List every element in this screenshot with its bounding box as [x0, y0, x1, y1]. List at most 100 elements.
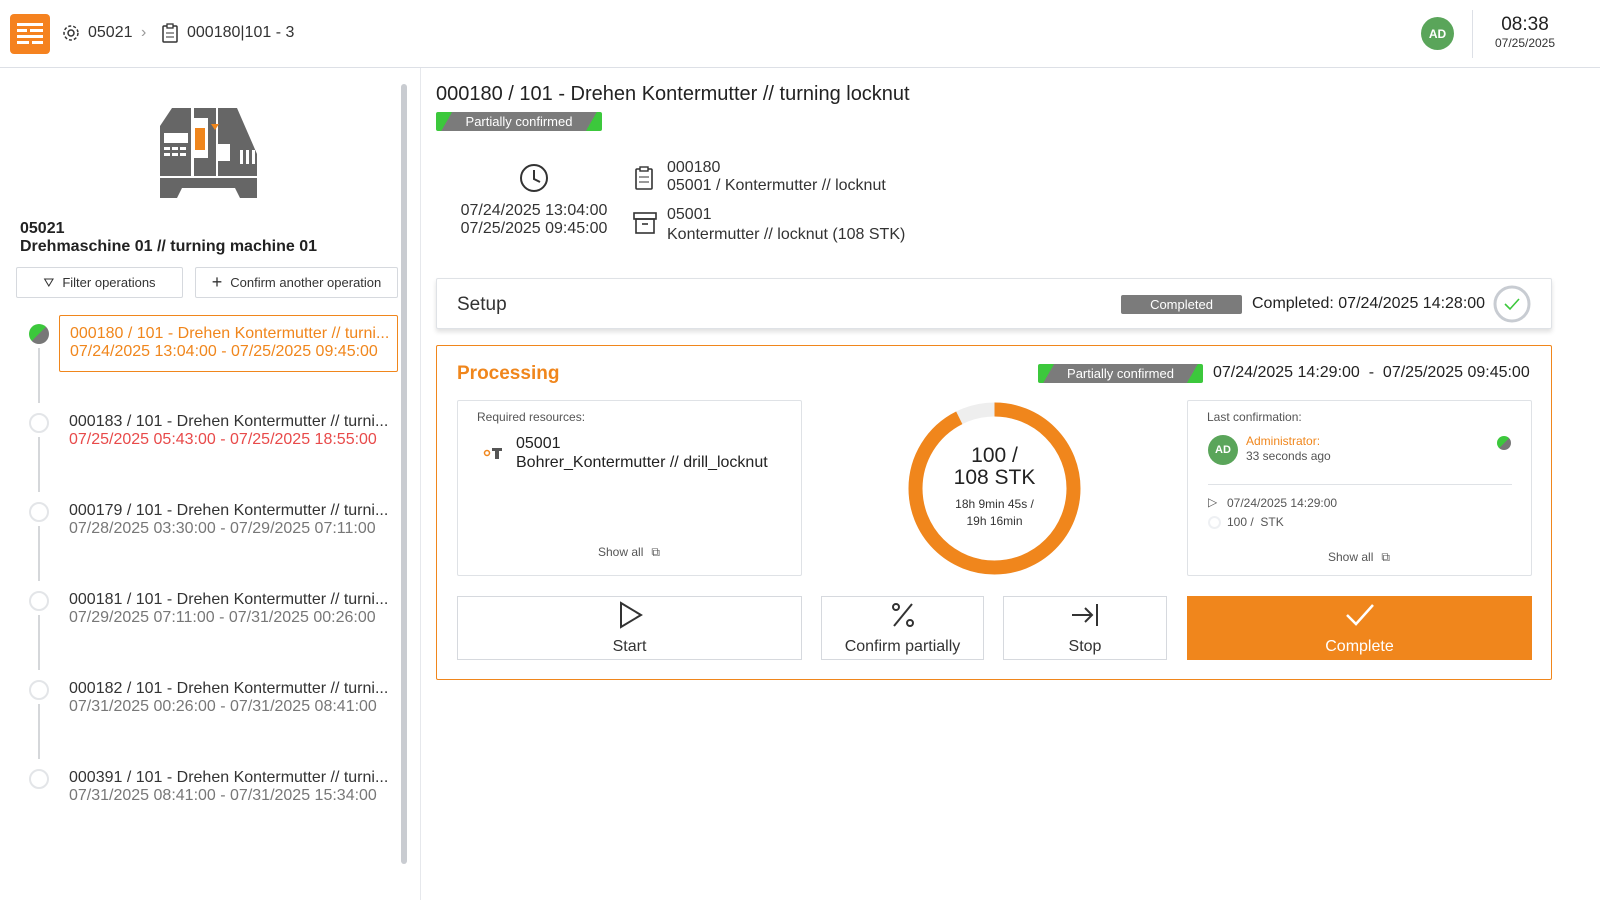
operation-title: 000180 / 101 - Drehen Kontermutter // tu… — [70, 325, 390, 342]
timeline-connector — [38, 348, 40, 403]
clipboard-icon — [634, 165, 654, 196]
operation-status-dot — [29, 324, 49, 344]
confirmation-user: Administrator: — [1246, 434, 1321, 448]
lathe-machine-icon — [160, 106, 258, 203]
complete-label: Complete — [1325, 637, 1394, 655]
setup-completed-text: Completed: 07/24/2025 14:28:00 — [1252, 295, 1486, 312]
operation-status-dot — [29, 769, 49, 789]
operation-list-item[interactable]: 000183 / 101 - Drehen Kontermutter // tu… — [59, 404, 398, 461]
timeline-connector — [38, 615, 40, 670]
breadcrumb-operation[interactable]: 000180|101 - 3 — [187, 24, 295, 41]
arrow-to-line-icon — [1070, 601, 1100, 634]
operation-title: 000391 / 101 - Drehen Kontermutter // tu… — [69, 769, 389, 786]
date-separator: - — [1368, 364, 1375, 381]
current-time: 08:38 — [1501, 14, 1549, 35]
percent-icon — [890, 601, 916, 634]
setup-section[interactable]: Setup Completed Completed: 07/24/2025 14… — [436, 278, 1552, 329]
operation-dates: 07/31/2025 08:41:00 - 07/31/2025 15:34:0… — [69, 787, 377, 804]
setup-title: Setup — [457, 294, 507, 315]
operation-dates: 07/28/2025 03:30:00 - 07/29/2025 07:11:0… — [69, 520, 376, 537]
resource-id: 05001 — [516, 435, 561, 452]
progress-ring-fill — [908, 402, 1081, 575]
confirmation-start: 07/24/2025 14:29:00 — [1227, 496, 1338, 510]
order-description: 05001 / Kontermutter // locknut — [667, 177, 886, 194]
time-elapsed: 18h 9min 45s / — [955, 497, 1034, 511]
clock: 08:38 07/25/2025 — [1480, 14, 1570, 50]
quantity-confirmed: 100 / — [971, 444, 1018, 467]
filter-label: Filter operations — [62, 275, 156, 290]
confirm-another-operation-button[interactable]: + Confirm another operation — [195, 267, 398, 298]
operation-dates: 07/24/2025 13:04:00 - 07/25/2025 09:45:0… — [70, 343, 378, 360]
stop-button[interactable]: Stop — [1003, 596, 1167, 660]
copy-icon: ⧉ — [1381, 550, 1390, 564]
operation-status-dot — [29, 680, 49, 700]
planned-start: 07/24/2025 13:04:00 — [460, 202, 608, 219]
filter-operations-button[interactable]: ⛛ Filter operations — [16, 267, 183, 298]
play-icon — [617, 600, 643, 634]
user-avatar[interactable]: AD — [1421, 17, 1454, 50]
plus-icon: + — [211, 272, 223, 292]
operation-title: 000179 / 101 - Drehen Kontermutter // tu… — [69, 502, 389, 519]
breadcrumb-machine[interactable]: 05021 — [88, 24, 133, 41]
check-icon — [1344, 601, 1376, 634]
required-resources-card: Required resources: 05001 Bohrer_Konterm… — [457, 400, 802, 576]
resource-name: Bohrer_Kontermutter // drill_locknut — [516, 454, 768, 471]
material-description: Kontermutter // locknut (108 STK) — [667, 226, 906, 243]
processing-title: Processing — [457, 363, 560, 384]
operation-status-dot — [29, 413, 49, 433]
operation-dates: 07/29/2025 07:11:00 - 07/31/2025 00:26:0… — [69, 609, 376, 626]
quantity-total: 108 STK — [953, 466, 1036, 489]
machine-name: Drehmaschine 01 // turning machine 01 — [20, 238, 317, 255]
last-confirmation-label: Last confirmation: — [1207, 410, 1302, 424]
processing-dates: 07/24/2025 14:29:00 - 07/25/2025 09:45:0… — [1213, 364, 1530, 382]
gear-icon — [61, 23, 81, 48]
timeline-connector — [38, 526, 40, 581]
resources-label: Required resources: — [477, 410, 586, 424]
setup-status-badge: Completed — [1121, 295, 1242, 314]
progress-ring — [908, 402, 1081, 575]
operation-list-item[interactable]: 000182 / 101 - Drehen Kontermutter // tu… — [59, 671, 398, 728]
copy-icon: ⧉ — [651, 545, 660, 559]
divider — [1472, 10, 1473, 58]
operation-title: 000181 / 101 - Drehen Kontermutter // tu… — [69, 591, 389, 608]
clipboard-icon — [161, 23, 179, 48]
operation-title: 000180 / 101 - Drehen Kontermutter // tu… — [436, 83, 910, 105]
planned-end: 07/25/2025 09:45:00 — [460, 220, 608, 237]
show-all-resources-link[interactable]: Show all ⧉ — [598, 545, 660, 560]
clock-icon — [518, 162, 550, 199]
operation-status-dot — [29, 502, 49, 522]
divider — [420, 68, 421, 900]
show-all-confirmations-link[interactable]: Show all ⧉ — [1328, 550, 1390, 565]
machine-id: 05021 — [20, 220, 65, 237]
scrollbar[interactable] — [401, 84, 407, 864]
filter-icon: ⛛ — [43, 274, 55, 290]
confirmation-quantity: 100 / STK — [1227, 515, 1284, 529]
operation-list-item[interactable]: 000179 / 101 - Drehen Kontermutter // tu… — [59, 493, 398, 550]
archive-box-icon — [632, 211, 658, 240]
operation-list-item[interactable]: 000181 / 101 - Drehen Kontermutter // tu… — [59, 582, 398, 639]
processing-status-badge: Partially confirmed — [1038, 364, 1203, 383]
current-date: 07/25/2025 — [1494, 36, 1556, 50]
stop-label: Stop — [1068, 637, 1102, 655]
status-badge: Partially confirmed — [436, 112, 602, 131]
operation-title: 000182 / 101 - Drehen Kontermutter // tu… — [69, 680, 389, 697]
processing-start: 07/24/2025 14:29:00 — [1213, 364, 1360, 381]
partial-status-dot — [1497, 436, 1511, 450]
operation-dates: 07/25/2025 05:43:00 - 07/25/2025 18:55:0… — [69, 431, 377, 448]
processing-end: 07/25/2025 09:45:00 — [1382, 364, 1530, 381]
complete-button[interactable]: Complete — [1187, 596, 1532, 660]
operation-status-dot — [29, 591, 49, 611]
operation-list-item[interactable]: 000180 / 101 - Drehen Kontermutter // tu… — [59, 315, 398, 372]
confirmation-time-ago: 33 seconds ago — [1246, 449, 1331, 463]
show-all-label: Show all — [598, 545, 644, 559]
chevron-right-icon: › — [141, 24, 147, 41]
confirm-partially-button[interactable]: Confirm partially — [821, 596, 984, 660]
status-circle-icon — [1208, 516, 1221, 529]
start-button[interactable]: Start — [457, 596, 802, 660]
divider — [1208, 484, 1512, 485]
check-circle-icon — [1493, 285, 1531, 328]
material-id: 05001 — [667, 206, 712, 223]
play-icon: ▷ — [1208, 495, 1218, 509]
operation-list-item[interactable]: 000391 / 101 - Drehen Kontermutter // tu… — [59, 760, 398, 817]
app-logo-icon[interactable] — [10, 14, 50, 54]
